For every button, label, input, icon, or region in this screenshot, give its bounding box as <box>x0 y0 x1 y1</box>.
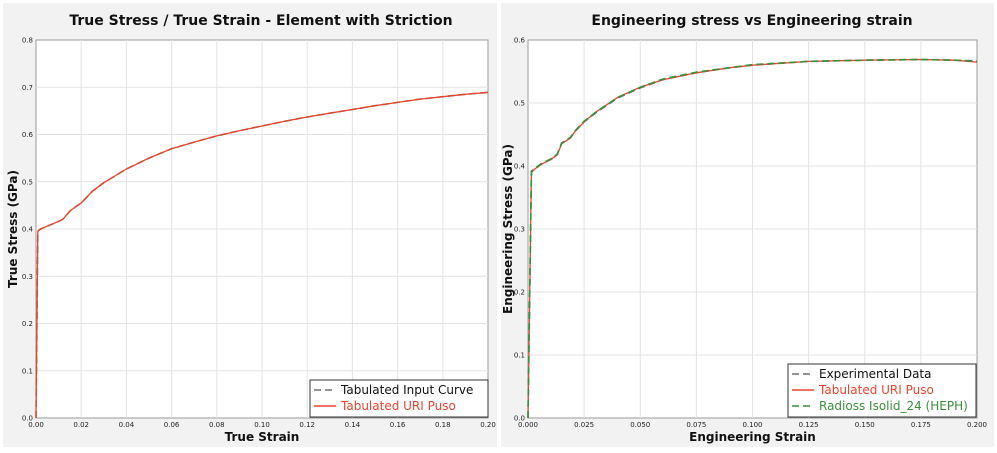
chart1-y-axis-label: True Stress (GPa) <box>6 170 20 288</box>
legend-label: Tabulated URI Puso <box>340 399 456 413</box>
x-tick-label: 0.16 <box>390 421 406 429</box>
chart2-engineering-stress-strain: 0.000 0.025 0.050 0.075 0.100 0.125 0.150 0.175… <box>501 13 987 444</box>
x-tick-label: 0.12 <box>299 421 315 429</box>
x-tick-label: 0.00 <box>28 421 44 429</box>
y-tick-label: 0.6 <box>514 37 526 45</box>
legend-label: Radioss Isolid_24 (HEPH) <box>819 399 968 413</box>
x-tick-label: 0.06 <box>164 421 180 429</box>
legend-label: Tabulated Input Curve <box>340 383 473 397</box>
y-tick-label: 0.6 <box>22 131 34 139</box>
x-tick-label: 0.150 <box>855 421 875 429</box>
y-tick-label: 0.2 <box>22 320 33 328</box>
legend-label: Tabulated URI Puso <box>818 383 934 397</box>
x-tick-label: 0.08 <box>209 421 225 429</box>
y-tick-label: 0.1 <box>514 352 525 360</box>
x-tick-label: 0.14 <box>345 421 361 429</box>
chart2-title: Engineering stress vs Engineering strain <box>591 13 912 29</box>
y-tick-label: 0.0 <box>22 415 33 423</box>
y-tick-label: 0.3 <box>22 273 33 281</box>
x-tick-label: 0.075 <box>686 421 706 429</box>
y-tick-label: 0.4 <box>22 226 34 234</box>
chart1-x-axis-label: True Strain <box>225 430 300 444</box>
chart1-true-stress-strain: 0.00 0.02 0.04 0.06 0.08 0.10 0.12 0.14 0.16 0.18… <box>6 13 496 444</box>
x-tick-label: 0.125 <box>799 421 819 429</box>
chart2-legend: Experimental Data Tabulated URI Puso Radio… <box>787 363 977 418</box>
y-tick-label: 0.3 <box>514 226 525 234</box>
x-tick-label: 0.20 <box>480 421 496 429</box>
x-tick-label: 0.10 <box>254 421 270 429</box>
y-tick-label: 0.4 <box>514 163 526 171</box>
y-tick-label: 0.5 <box>22 178 33 186</box>
legend-box <box>787 363 977 418</box>
y-tick-label: 0.2 <box>514 289 525 297</box>
legend-box <box>309 379 489 418</box>
x-tick-label: 0.175 <box>911 421 931 429</box>
chart2-x-axis-label: Engineering Strain <box>689 430 816 444</box>
x-tick-label: 0.050 <box>630 421 650 429</box>
chart2-series-line-3 <box>527 58 978 419</box>
y-tick-label: 0.5 <box>514 100 525 108</box>
x-tick-label: 0.18 <box>435 421 451 429</box>
x-tick-label: 0.04 <box>119 421 135 429</box>
chart1-legend: Tabulated Input Curve Tabulated URI Puso <box>309 379 489 418</box>
x-tick-label: 0.200 <box>967 421 987 429</box>
x-tick-label: 0.000 <box>518 421 538 429</box>
x-tick-label: 0.025 <box>574 421 594 429</box>
y-tick-label: 0.1 <box>22 367 33 375</box>
legend-label: Experimental Data <box>819 367 932 381</box>
x-tick-label: 0.100 <box>742 421 762 429</box>
x-tick-label: 0.02 <box>73 421 89 429</box>
y-tick-label: 0.8 <box>22 37 33 45</box>
chart2-y-axis-label: Engineering Stress (GPa) <box>501 144 515 314</box>
chart1-title: True Stress / True Strain - Element with… <box>69 13 452 29</box>
y-tick-label: 0.0 <box>514 415 525 423</box>
y-tick-label: 0.7 <box>22 84 33 92</box>
chart1-series-line-2 <box>35 91 489 419</box>
